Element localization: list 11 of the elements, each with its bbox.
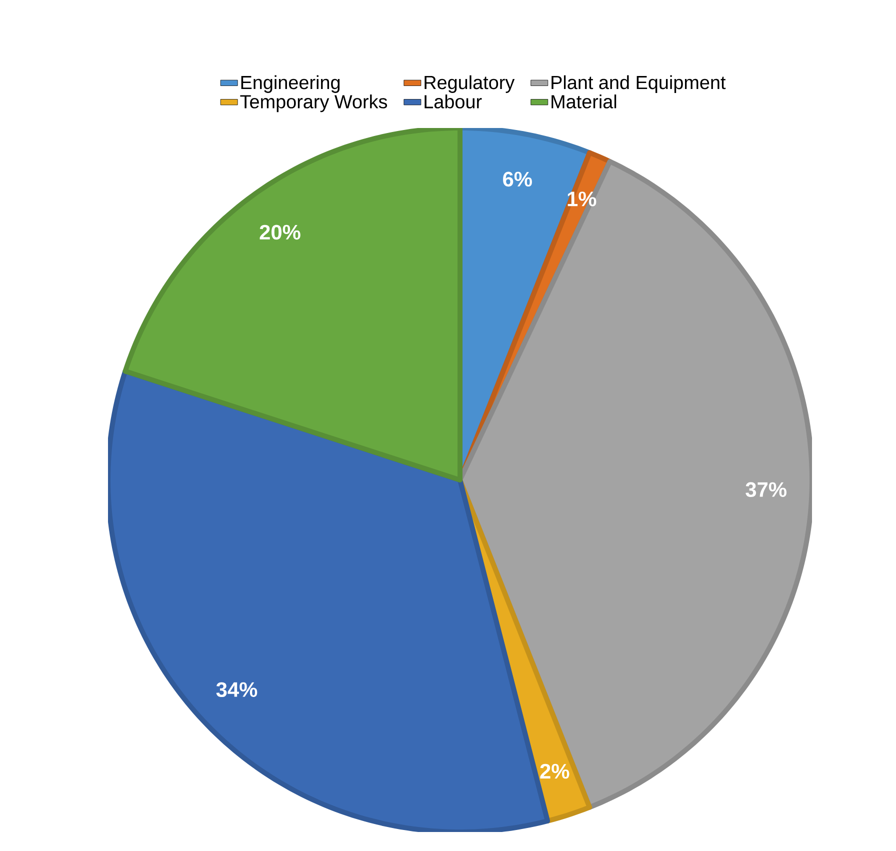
- data-label: 37%: [746, 482, 786, 498]
- data-label: 6%: [503, 172, 532, 187]
- legend-label: Temporary Works: [240, 94, 388, 112]
- data-label: 34%: [216, 682, 258, 698]
- legend-label: Engineering: [241, 75, 340, 93]
- legend-label: Plant and Equipment: [552, 75, 726, 93]
- legend-label: Material: [552, 94, 616, 108]
- legend-label: Regulatory: [424, 75, 515, 93]
- legend-label: Labour: [424, 94, 482, 108]
- data-label: 20%: [260, 224, 300, 240]
- data-label: 2%: [540, 764, 570, 779]
